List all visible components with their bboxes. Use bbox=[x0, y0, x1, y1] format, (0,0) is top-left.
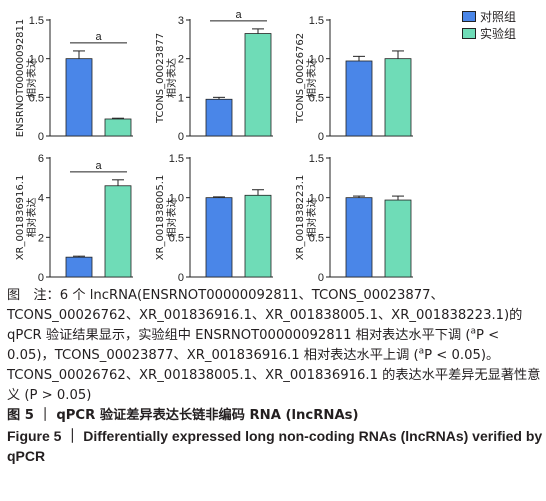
y-tick-label: 1 bbox=[178, 92, 184, 104]
significance-label: a bbox=[95, 160, 102, 172]
legend-swatch-experiment bbox=[462, 28, 476, 39]
figure-title-cn: 图 5 ｜ qPCR 验证差异表达长链非编码 RNA (lncRNAs) bbox=[7, 408, 359, 423]
y-tick-label: 1.5 bbox=[29, 15, 44, 27]
bar-control bbox=[205, 98, 233, 137]
y-tick-label: 0 bbox=[38, 272, 44, 284]
y-tick-label: 0 bbox=[318, 272, 324, 284]
bar-control bbox=[205, 197, 233, 278]
y-axis-label-expression: 相对表达 bbox=[165, 58, 178, 98]
y-tick-label: 2 bbox=[38, 232, 44, 244]
figure-caption: 图 注：6 个 lncRNA(ENSRNOT00000092811、TCONS_… bbox=[7, 286, 543, 466]
y-tick-label: 1.5 bbox=[169, 153, 184, 165]
y-axis-label-expression: 相对表达 bbox=[165, 198, 178, 238]
chart-panel-4: 0 2 4 6 XR_001836916.1 相对表达 a bbox=[15, 153, 133, 284]
y-axis-label-expression: 相对表达 bbox=[305, 198, 318, 238]
y-tick-label: 1.0 bbox=[309, 193, 324, 205]
caption-note-part1: 图 注：6 个 lncRNA(ENSRNOT00000092811、TCONS_… bbox=[7, 288, 523, 343]
bar-control bbox=[345, 197, 373, 278]
bar-experiment bbox=[384, 58, 412, 137]
significance-label: a bbox=[235, 9, 242, 21]
bar-control bbox=[345, 60, 373, 137]
caption-sup-1: a bbox=[470, 326, 477, 337]
bar-experiment bbox=[104, 185, 132, 278]
y-tick-label: 1.5 bbox=[309, 15, 324, 27]
y-tick-label: 0 bbox=[178, 272, 184, 284]
legend-label-experiment: 实验组 bbox=[480, 27, 517, 41]
y-tick-label: 0.5 bbox=[309, 92, 324, 104]
y-tick-label: 0 bbox=[38, 131, 44, 143]
legend-swatch-control bbox=[462, 11, 476, 22]
y-axis-label-gene: XR_001836916.1 bbox=[15, 175, 26, 261]
y-axis-label-gene: XR_001838223.1 bbox=[295, 175, 306, 261]
y-tick-label: 0 bbox=[318, 131, 324, 143]
y-tick-label: 6 bbox=[38, 153, 44, 165]
caption-note-part3: P < 0.05)。TCONS_00026762、XR_001838005.1、… bbox=[7, 348, 541, 403]
y-tick-label: 0.5 bbox=[309, 232, 324, 244]
y-axis-label-expression: 相对表达 bbox=[305, 58, 318, 98]
y-tick-label: 1.0 bbox=[309, 54, 324, 66]
bar-experiment bbox=[384, 199, 412, 278]
legend-item-control: 对照组 bbox=[462, 8, 516, 25]
y-tick-label: 4 bbox=[38, 193, 44, 205]
y-tick-label: 0.5 bbox=[169, 232, 184, 244]
y-axis-label-gene: ENSRNOT00000092811 bbox=[15, 19, 26, 138]
y-tick-label: 1.0 bbox=[29, 54, 44, 66]
legend-item-experiment: 实验组 bbox=[462, 25, 516, 42]
chart-panel-2: 0 1 2 3 TCONS_00023877 相对表达 a bbox=[155, 9, 273, 143]
chart-panel-6: 0 0.5 1.0 1.5XR_001838223.1 相对表达 bbox=[295, 153, 413, 284]
bar-control bbox=[65, 58, 93, 137]
bar-experiment bbox=[244, 194, 272, 278]
y-tick-label: 1.5 bbox=[309, 153, 324, 165]
y-tick-label: 3 bbox=[178, 15, 184, 27]
chart-panel-5: 0 0.5 1.0 1.5XR_001838005.1 相对表达 bbox=[155, 153, 273, 284]
bar-experiment bbox=[244, 33, 272, 137]
bar-experiment bbox=[104, 118, 132, 137]
y-tick-label: 1.0 bbox=[169, 193, 184, 205]
legend-label-control: 对照组 bbox=[480, 10, 517, 24]
bar-control bbox=[65, 256, 93, 278]
caption-note: 图 注：6 个 lncRNA(ENSRNOT00000092811、TCONS_… bbox=[7, 286, 543, 406]
y-tick-label: 2 bbox=[178, 54, 184, 66]
y-axis-label-gene: XR_001838005.1 bbox=[155, 175, 166, 261]
caption-note-part2: P < 0.05)，TCONS_00023877、XR_001836916.1 … bbox=[7, 328, 500, 363]
significance-label: a bbox=[95, 31, 102, 43]
caption-sup-2: a bbox=[418, 346, 425, 357]
y-tick-label: 0.5 bbox=[29, 92, 44, 104]
y-axis-label-gene: TCONS_00026762 bbox=[295, 33, 306, 124]
y-tick-label: 0 bbox=[178, 131, 184, 143]
y-axis-label-expression: 相对表达 bbox=[25, 198, 38, 238]
chart-legend: 对照组 实验组 bbox=[462, 8, 516, 42]
y-axis-label-expression: 相对表达 bbox=[25, 58, 38, 98]
figure-title-en: Figure 5 ｜ Differentially expressed long… bbox=[7, 428, 543, 464]
y-axis-label-gene: TCONS_00023877 bbox=[155, 33, 166, 124]
